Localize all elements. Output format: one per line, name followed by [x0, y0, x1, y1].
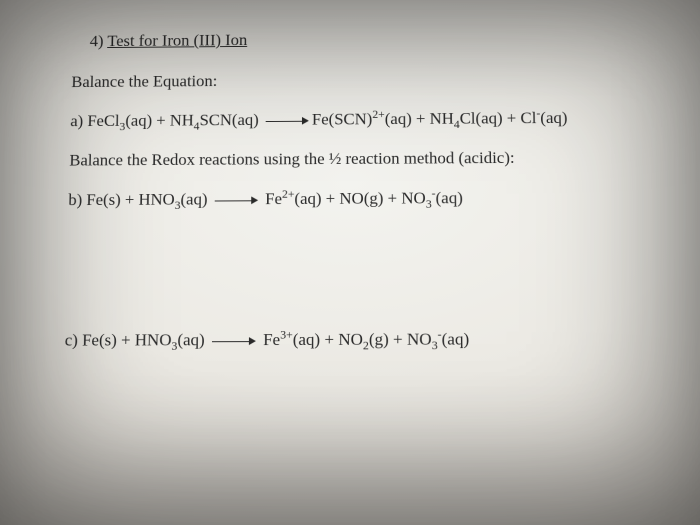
- term: NH4SCN(aq): [170, 110, 259, 129]
- reaction-arrow-icon: [215, 192, 259, 209]
- term: Fe2+(aq): [265, 189, 321, 208]
- term: Fe(SCN)2+(aq): [312, 109, 412, 128]
- term: Fe(s): [82, 330, 117, 349]
- term: NO2(g): [338, 329, 389, 348]
- term: HNO3(aq): [135, 330, 205, 349]
- term: Cl-(aq): [520, 108, 567, 127]
- question-number: 4): [90, 32, 104, 50]
- eq-tag: c): [65, 330, 79, 349]
- term: NO3-(aq): [401, 188, 463, 207]
- term: NO3-(aq): [407, 329, 469, 348]
- term: NO(g): [339, 189, 383, 208]
- equation-b: b) Fe(s) + HNO3(aq) Fe2+(aq) + NO(g) + N…: [68, 186, 659, 211]
- worksheet-page: 4) Test for Iron (III) Ion Balance the E…: [49, 26, 667, 496]
- equation-a: a) FeCl3(aq) + NH4SCN(aq) Fe(SCN)2+(aq) …: [70, 107, 657, 133]
- equation-c: c) Fe(s) + HNO3(aq) Fe3+(aq) + NO2(g) + …: [64, 328, 662, 352]
- question-heading: Test for Iron (III) Ion: [107, 31, 247, 50]
- eq-tag: a): [70, 112, 83, 130]
- term: Fe3+(aq): [263, 330, 320, 349]
- instruction-b: Balance the Redox reactions using the ½ …: [69, 146, 658, 172]
- term: FeCl3(aq): [87, 111, 152, 130]
- term: HNO3(aq): [138, 190, 207, 209]
- reaction-arrow-icon: [212, 332, 256, 349]
- eq-tag: b): [68, 190, 82, 208]
- term: Fe(s): [86, 190, 121, 209]
- term: NH4Cl(aq): [429, 109, 502, 128]
- instruction-a: Balance the Equation:: [71, 67, 656, 93]
- question-title: 4) Test for Iron (III) Ion: [90, 26, 655, 52]
- reaction-arrow-icon: [266, 113, 309, 130]
